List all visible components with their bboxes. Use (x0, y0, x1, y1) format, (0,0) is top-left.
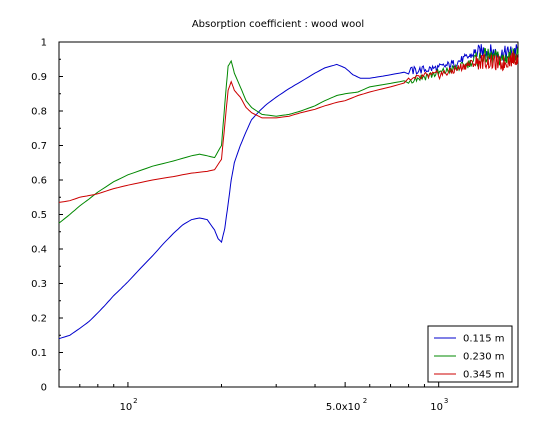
x-tick-label: 10 (430, 402, 443, 413)
y-tick-label: 0.2 (31, 314, 47, 325)
x-tick-label: 10 (120, 402, 133, 413)
x-tick-exponent: 2 (133, 397, 137, 405)
y-tick-label: 0.1 (31, 348, 47, 359)
y-tick-label: 0.7 (31, 141, 47, 152)
legend: 0.115 m 0.230 m 0.345 m (427, 325, 513, 383)
series-line-3 (58, 51, 519, 203)
chart-title: Absorption coefficient : wood wool (192, 19, 364, 30)
x-tick-exponent: 2 (363, 397, 367, 405)
y-tick-label: 0.9 (31, 72, 47, 83)
legend-label-2: 0.230 m (463, 352, 505, 363)
y-tick-label: 0.5 (31, 210, 47, 221)
legend-box (427, 325, 513, 383)
x-tick-label-group: 102 (120, 397, 138, 413)
x-tick-exponent: 3 (444, 397, 448, 405)
y-tick-label: 0.4 (31, 245, 47, 256)
y-tick-label: 1 (41, 38, 47, 49)
y-tick-label: 0.8 (31, 107, 47, 118)
legend-label-1: 0.115 m (463, 334, 505, 345)
y-tick-label: 0 (41, 383, 47, 394)
y-tick-label: 0.6 (31, 176, 47, 187)
axes: 00.10.20.30.40.50.60.70.80.911025.0x1021… (31, 38, 519, 413)
y-tick-label: 0.3 (31, 279, 47, 290)
series-layer (58, 44, 519, 340)
x-tick-label-group: 103 (430, 397, 448, 413)
x-tick-label: 5.0x10 (326, 402, 361, 413)
legend-label-3: 0.345 m (463, 370, 505, 381)
